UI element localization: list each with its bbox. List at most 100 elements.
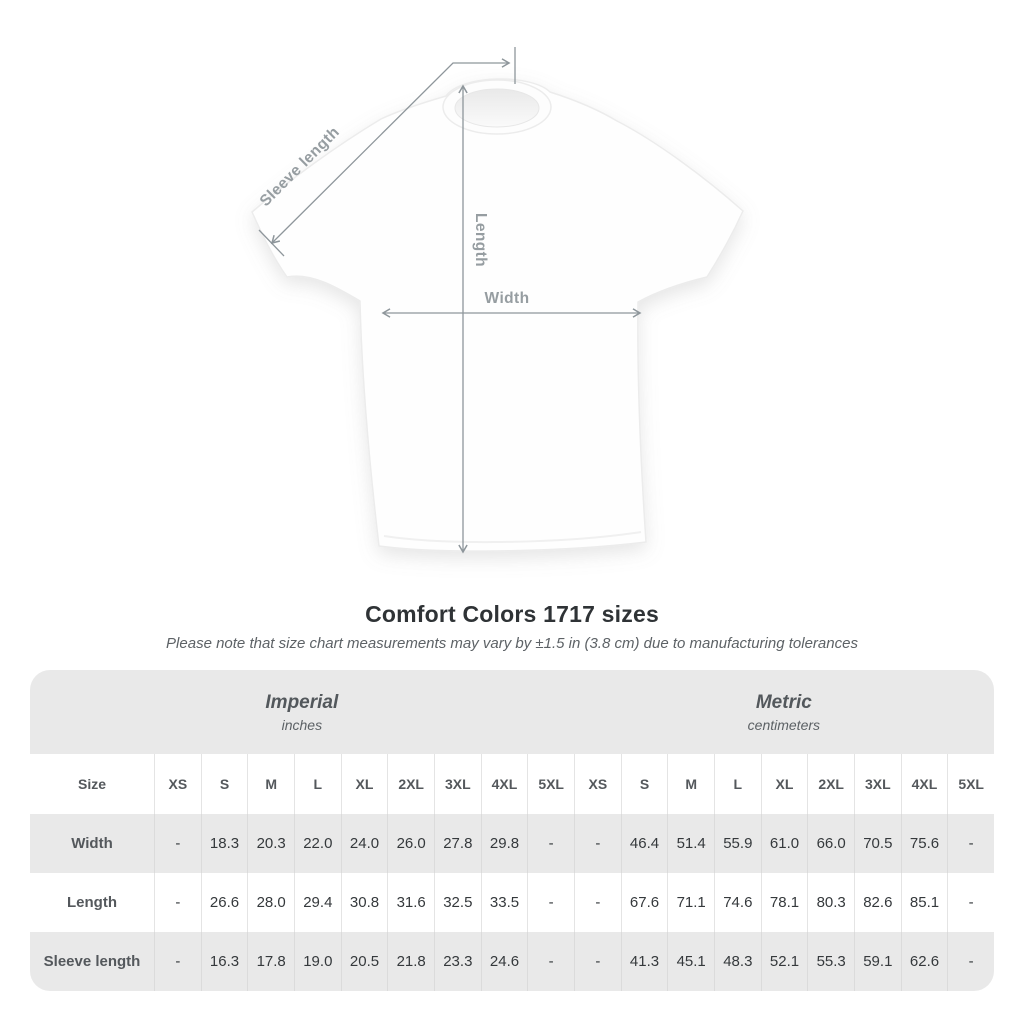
measurement-value: - xyxy=(947,814,994,873)
size-header-row: Size XS S M L XL 2XL 3XL 4XL 5XL XS S M L XL 2XL 3XL 4XL… xyxy=(30,754,994,814)
measurement-value: 52.1 xyxy=(760,932,808,991)
measurement-value: 29.8 xyxy=(480,814,528,873)
measurement-row: Width -18.3 20.3 22.0 24.0 26.0 27.8 29.8- -46.4… xyxy=(30,814,994,873)
measurement-value: 62.6 xyxy=(900,932,948,991)
page-title: Comfort Colors 1717 sizes xyxy=(365,601,659,627)
measurement-row-label: Length xyxy=(67,894,117,911)
size-col-header: 3XL xyxy=(854,754,901,814)
size-col-header: 3XL xyxy=(434,754,481,814)
measurement-value: 19.0 xyxy=(294,932,341,991)
measurement-value: 22.0 xyxy=(294,814,341,873)
size-col-header: XL xyxy=(340,754,388,814)
measurement-value: 21.8 xyxy=(387,932,434,991)
measurement-value: 55.9 xyxy=(714,814,761,873)
unit-header-band: Imperial inches Metric centimeters xyxy=(30,670,994,754)
metric-header: Metric centimeters xyxy=(574,670,994,754)
measurement-value: 30.8 xyxy=(340,873,388,932)
measurement-row: Sleeve length -16.3 17.8 19.0 20.5 21.8 23.3 24… xyxy=(30,932,994,991)
size-col-header: M xyxy=(247,754,294,814)
tshirt-collar-opening xyxy=(454,88,540,128)
imperial-header: Imperial inches xyxy=(30,670,574,754)
measurement-value: - xyxy=(947,932,994,991)
measurement-value: 78.1 xyxy=(760,873,808,932)
measurement-value: 24.0 xyxy=(340,814,388,873)
measurement-value: - xyxy=(527,932,574,991)
measurement-value: - xyxy=(154,814,201,873)
measurement-value: - xyxy=(154,873,201,932)
imperial-unit: inches xyxy=(281,716,323,733)
measurement-value: 41.3 xyxy=(620,932,668,991)
measurement-value: 82.6 xyxy=(854,873,901,932)
measurement-value: 66.0 xyxy=(807,814,854,873)
measurement-annotations xyxy=(258,47,642,554)
measurement-value: 61.0 xyxy=(760,814,808,873)
size-col-header: S xyxy=(620,754,668,814)
size-column-header: Size xyxy=(77,776,106,792)
measurement-value: - xyxy=(947,873,994,932)
cuff-end-tick xyxy=(258,229,285,257)
measurement-value: 33.5 xyxy=(480,873,528,932)
measurement-value: 26.6 xyxy=(200,873,248,932)
size-col-header: L xyxy=(714,754,761,814)
measurement-value: 26.0 xyxy=(387,814,434,873)
measurement-value: 32.5 xyxy=(434,873,481,932)
size-col-header: 4XL xyxy=(480,754,528,814)
measurement-row: Length -26.6 28.0 29.4 30.8 31.6 32.5 33.5- -67.… xyxy=(30,873,994,932)
measurement-value: - xyxy=(574,932,621,991)
size-col-header: XS xyxy=(154,754,201,814)
measurement-value: 20.5 xyxy=(340,932,388,991)
measurement-value: - xyxy=(527,873,574,932)
measurement-value: 27.8 xyxy=(434,814,481,873)
measurement-value: 28.0 xyxy=(247,873,294,932)
page-subtitle: Please note that size chart measurements… xyxy=(166,635,858,652)
metric-unit: centimeters xyxy=(747,716,821,733)
size-col-header: S xyxy=(200,754,248,814)
measurement-value: 20.3 xyxy=(247,814,294,873)
measurement-value: - xyxy=(574,814,621,873)
measurement-value: 51.4 xyxy=(667,814,714,873)
measurement-value: - xyxy=(527,814,574,873)
measurement-value: 74.6 xyxy=(714,873,761,932)
measurement-value: 17.8 xyxy=(247,932,294,991)
measurement-value: - xyxy=(154,932,201,991)
measurement-value: 46.4 xyxy=(620,814,668,873)
measurement-value: 75.6 xyxy=(900,814,948,873)
measurement-row-label: Width xyxy=(71,835,113,852)
size-col-header: 2XL xyxy=(387,754,434,814)
measurement-value: 31.6 xyxy=(387,873,434,932)
size-col-header: 5XL xyxy=(527,754,574,814)
size-col-header: 2XL xyxy=(807,754,854,814)
measurement-value: 55.3 xyxy=(807,932,854,991)
imperial-title: Imperial xyxy=(265,691,339,713)
measurement-value: 85.1 xyxy=(900,873,948,932)
size-col-header: 4XL xyxy=(900,754,948,814)
sleeve-length-line xyxy=(270,58,511,245)
size-col-header: 5XL xyxy=(947,754,994,814)
size-col-header: M xyxy=(667,754,714,814)
measurement-value: 45.1 xyxy=(667,932,714,991)
measurement-value: - xyxy=(574,873,621,932)
measurement-row-label: Sleeve length xyxy=(43,953,141,970)
size-col-header: L xyxy=(294,754,341,814)
size-col-header: XL xyxy=(760,754,808,814)
tshirt-measurement-diagram: Sleeve length Length Width xyxy=(251,47,744,554)
tshirt-hem-stitch xyxy=(383,531,642,544)
measurement-value: 18.3 xyxy=(200,814,248,873)
measurement-rows: Width -18.3 20.3 22.0 24.0 26.0 27.8 29.8- -46.4… xyxy=(30,814,994,991)
size-chart-table: Imperial inches Metric centimeters Size … xyxy=(30,670,994,991)
width-label: Width xyxy=(485,290,530,307)
measurement-value: 80.3 xyxy=(807,873,854,932)
measurement-value: 70.5 xyxy=(854,814,901,873)
measurement-value: 29.4 xyxy=(294,873,341,932)
measurement-value: 24.6 xyxy=(480,932,528,991)
measurement-value: 67.6 xyxy=(620,873,668,932)
length-label: Length xyxy=(472,213,489,267)
measurement-value: 16.3 xyxy=(200,932,248,991)
size-col-header: XS xyxy=(574,754,621,814)
measurement-value: 23.3 xyxy=(434,932,481,991)
measurement-value: 71.1 xyxy=(667,873,714,932)
measurement-value: 59.1 xyxy=(854,932,901,991)
measurement-value: 48.3 xyxy=(714,932,761,991)
metric-title: Metric xyxy=(755,691,812,713)
